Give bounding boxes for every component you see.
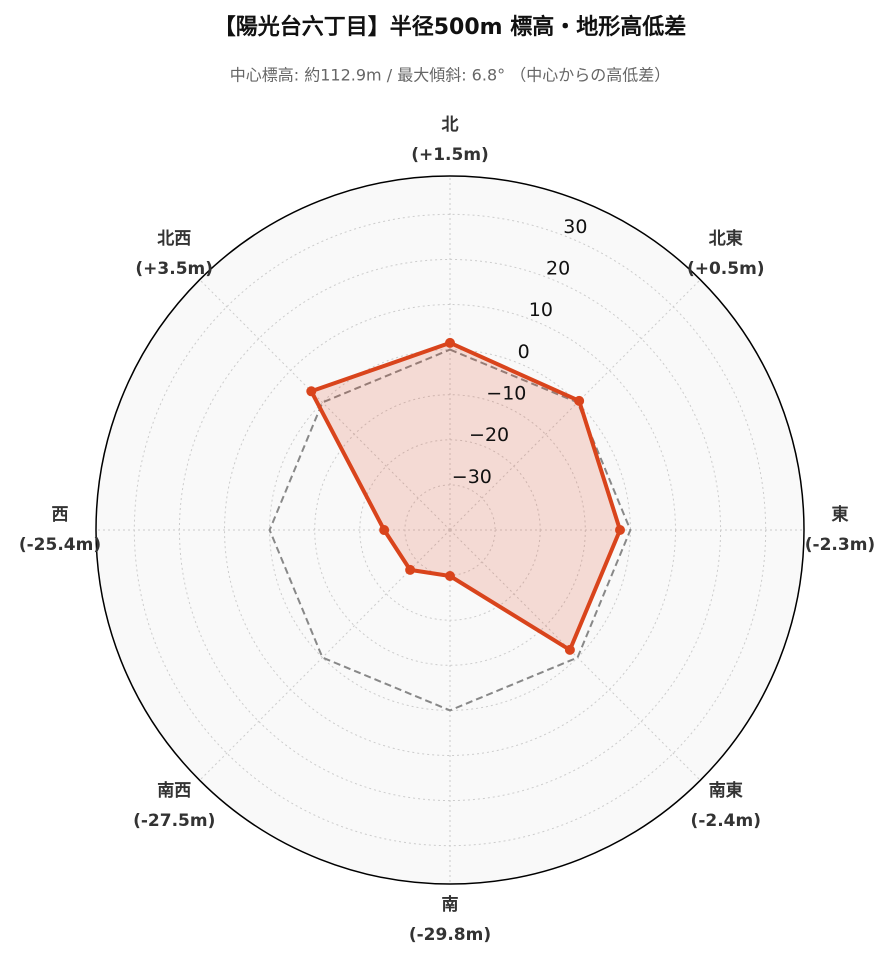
data-point	[405, 564, 416, 575]
r-tick-label: 20	[546, 257, 570, 279]
category-label: 西	[52, 505, 69, 525]
category-label: 南	[442, 894, 459, 915]
value-label: (+0.5m)	[687, 259, 765, 279]
value-label: (+3.5m)	[135, 259, 213, 279]
data-point	[574, 395, 585, 406]
category-label: 北東	[709, 228, 743, 249]
category-label: 東	[832, 504, 849, 525]
chart-title: 【陽光台六丁目】半径500m 標高・地形高低差	[214, 14, 687, 40]
value-label: (-27.5m)	[133, 811, 215, 831]
value-label: (-2.4m)	[691, 811, 761, 831]
category-label: 南東	[709, 780, 743, 801]
category-label: 北西	[157, 229, 191, 249]
r-tick-label: 30	[563, 216, 587, 238]
grid-spoke	[199, 529, 451, 781]
category-label: 南西	[157, 780, 191, 801]
grid-spoke	[449, 279, 701, 531]
category-label: 北	[442, 115, 459, 135]
plot-border	[95, 175, 805, 885]
grid-spoke	[199, 279, 451, 531]
value-label: (-2.3m)	[805, 535, 875, 555]
data-point	[379, 525, 390, 535]
baseline-line	[268, 348, 632, 712]
r-tick-label: −10	[486, 382, 526, 404]
data-point	[615, 525, 626, 535]
r-tick-label: 0	[518, 341, 530, 363]
value-label: (+1.5m)	[411, 145, 489, 165]
r-tick-label: 10	[529, 299, 553, 321]
grid-spoke	[449, 529, 701, 781]
value-label: (-29.8m)	[409, 925, 491, 945]
r-tick-label: −30	[452, 466, 492, 488]
data-point	[445, 337, 455, 348]
value-label: (-25.4m)	[19, 535, 101, 555]
r-tick-label: −20	[469, 424, 509, 446]
data-point	[445, 570, 455, 581]
chart-subtitle: 中心標高: 約112.9m / 最大傾斜: 6.8° （中心からの高低差）	[230, 66, 670, 85]
data-point	[306, 386, 317, 397]
data-point	[564, 644, 575, 655]
